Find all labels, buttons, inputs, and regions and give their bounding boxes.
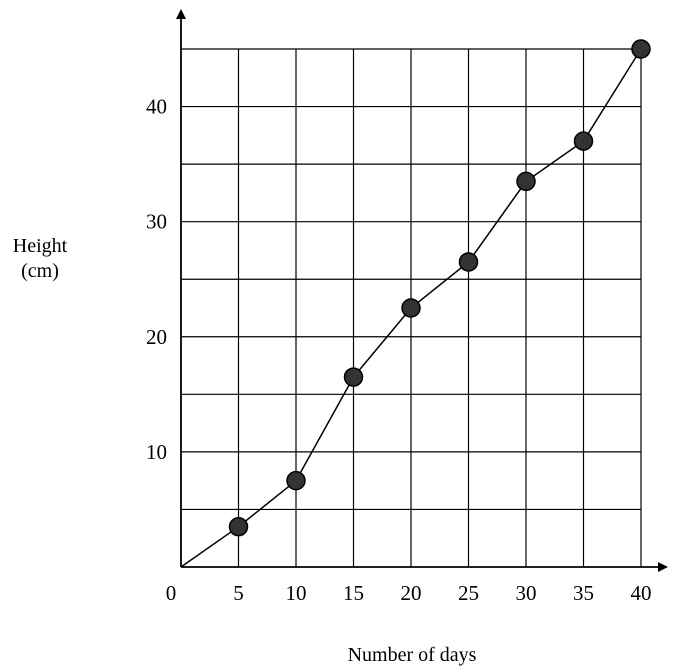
x-tick-label: 10 [286, 581, 307, 605]
data-point [228, 516, 249, 537]
grid [181, 48, 642, 567]
data-point [458, 252, 479, 272]
y-axis-title-line2: (cm) [21, 260, 59, 282]
tick-labels: 0 5 10 15 20 25 30 35 40 10 20 30 40 [146, 95, 652, 605]
data-point [286, 470, 306, 491]
series-line [180, 39, 651, 568]
x-tick-label: 15 [343, 581, 364, 605]
x-tick-label: 25 [458, 581, 479, 605]
x-tick-label: 30 [516, 581, 537, 605]
axes [176, 9, 668, 572]
y-axis-title-line1: Height [13, 235, 68, 257]
y-tick-label: 10 [146, 440, 167, 464]
y-tick-label: 40 [146, 95, 167, 119]
x-tick-label: 35 [573, 581, 594, 605]
x-axis-title: Number of days [348, 644, 477, 666]
data-point [573, 131, 594, 151]
y-tick-label: 20 [146, 325, 167, 349]
data-point [631, 39, 651, 59]
data-point [516, 171, 536, 192]
data-point [401, 298, 421, 318]
x-tick-label: 20 [401, 581, 422, 605]
x-tick-label: 40 [631, 581, 652, 605]
data-point [343, 367, 364, 387]
x-tick-label: 5 [233, 581, 244, 605]
origin-tick-label: 0 [166, 581, 177, 605]
y-tick-label: 30 [146, 210, 167, 234]
